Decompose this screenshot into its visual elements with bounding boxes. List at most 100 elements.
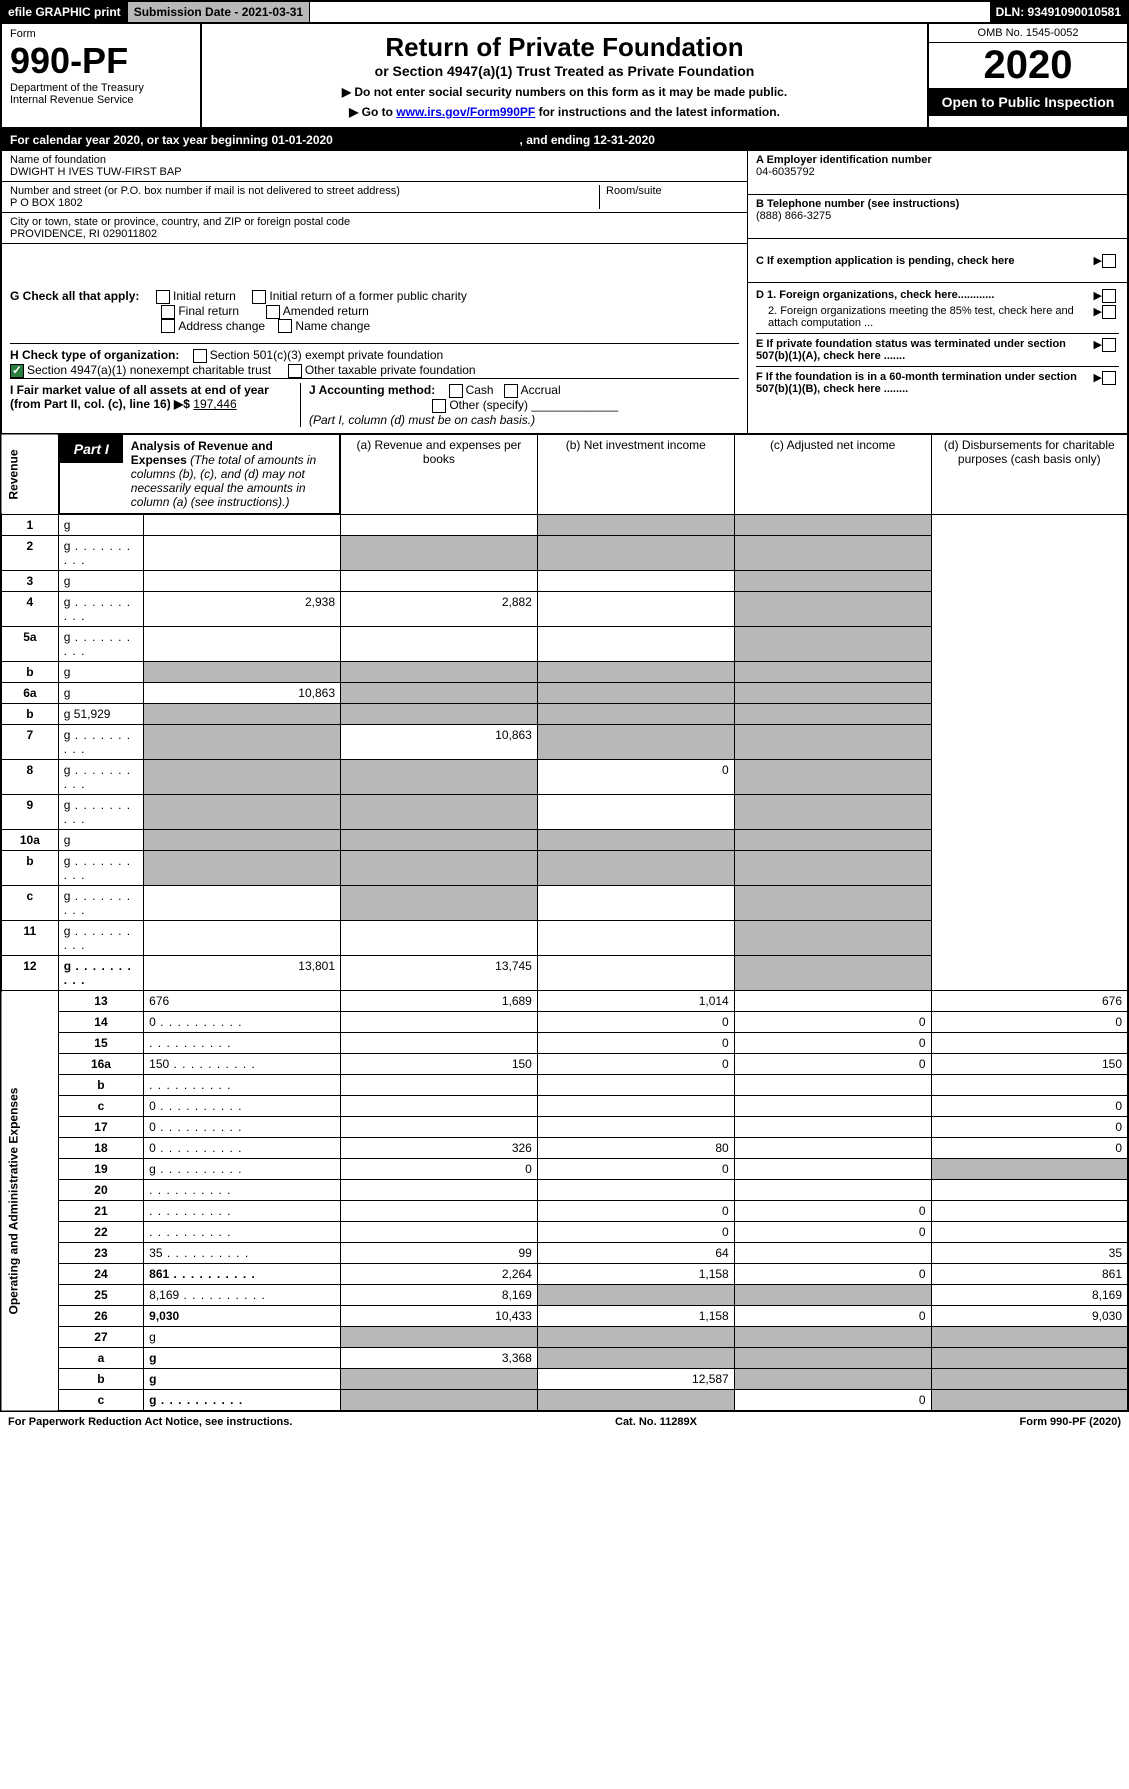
initial-former-checkbox[interactable] — [252, 290, 266, 304]
name-label: Name of foundation — [10, 154, 739, 166]
row-desc: 676 — [144, 991, 341, 1012]
row-desc: g — [58, 725, 143, 760]
j-note: (Part I, column (d) must be on cash basi… — [309, 413, 535, 427]
cell-b — [537, 1348, 734, 1369]
cell-c — [734, 1138, 931, 1159]
cell-a — [341, 1012, 538, 1033]
cell-b: 0 — [537, 1222, 734, 1243]
table-row: 2335996435 — [1, 1243, 1128, 1264]
f-checkbox[interactable] — [1102, 371, 1116, 385]
form-footer: Form 990-PF (2020) — [1020, 1416, 1121, 1428]
col-d-head: (d) Disbursements for charitable purpose… — [931, 434, 1128, 515]
row-number: 25 — [58, 1285, 143, 1306]
row-desc: g — [58, 592, 143, 627]
cell-a — [144, 921, 341, 956]
inspection-badge: Open to Public Inspection — [929, 88, 1127, 116]
row-number: 16a — [58, 1054, 143, 1075]
table-row: 6ag10,863 — [1, 683, 1128, 704]
cell-b — [341, 627, 538, 662]
row-number: 4 — [1, 592, 58, 627]
cell-b — [341, 571, 538, 592]
cell-a — [341, 1033, 538, 1054]
table-row: 3g — [1, 571, 1128, 592]
efile-button[interactable]: efile GRAPHIC print — [2, 2, 128, 22]
footer: For Paperwork Reduction Act Notice, see … — [0, 1412, 1129, 1432]
cell-c — [734, 1348, 931, 1369]
d2-checkbox[interactable] — [1102, 305, 1116, 319]
row-number: c — [1, 886, 58, 921]
501c3-checkbox[interactable] — [193, 349, 207, 363]
cell-a: 3,368 — [341, 1348, 538, 1369]
f-label: F If the foundation is in a 60-month ter… — [756, 371, 1094, 395]
table-row: 7g10,863 — [1, 725, 1128, 760]
cell-d — [734, 886, 931, 921]
cell-b — [537, 1285, 734, 1306]
table-row: 16a15015000150 — [1, 1054, 1128, 1075]
cell-d — [931, 1222, 1128, 1243]
d1-checkbox[interactable] — [1102, 289, 1116, 303]
cell-c — [537, 886, 734, 921]
cell-d: 676 — [931, 991, 1128, 1012]
cell-c — [537, 627, 734, 662]
cell-b — [537, 1075, 734, 1096]
amended-checkbox[interactable] — [266, 305, 280, 319]
table-row: 140000 — [1, 1012, 1128, 1033]
address-change-checkbox[interactable] — [161, 319, 175, 333]
cell-b: 0 — [537, 1159, 734, 1180]
other-taxable-checkbox[interactable] — [288, 364, 302, 378]
cell-c: 0 — [734, 1306, 931, 1327]
row-number: c — [58, 1096, 143, 1117]
omb-number: OMB No. 1545-0052 — [929, 24, 1127, 43]
cell-d: 0 — [931, 1096, 1128, 1117]
cell-b: 0 — [537, 1201, 734, 1222]
irs-link[interactable]: www.irs.gov/Form990PF — [396, 105, 535, 119]
cell-b — [341, 662, 538, 683]
info-section: Name of foundation DWIGHT H IVES TUW-FIR… — [0, 151, 1129, 283]
table-row: 5ag — [1, 627, 1128, 662]
other-method-checkbox[interactable] — [432, 399, 446, 413]
table-row: 248612,2641,1580861 — [1, 1264, 1128, 1285]
row-desc — [144, 1180, 341, 1201]
name-change-checkbox[interactable] — [278, 319, 292, 333]
row-desc: 150 — [144, 1054, 341, 1075]
d1-label: D 1. Foreign organizations, check here..… — [756, 289, 1094, 303]
cash-checkbox[interactable] — [449, 384, 463, 398]
form-label: Form — [10, 28, 192, 40]
row-number: 2 — [1, 536, 58, 571]
accrual-checkbox[interactable] — [504, 384, 518, 398]
cell-d — [734, 830, 931, 851]
cell-c — [734, 991, 931, 1012]
row-desc: g — [58, 830, 143, 851]
cell-b: 1,014 — [537, 991, 734, 1012]
row-number: b — [58, 1075, 143, 1096]
cell-a — [144, 704, 341, 725]
submission-date: Submission Date - 2021-03-31 — [128, 2, 310, 22]
row-number: 26 — [58, 1306, 143, 1327]
row-number: 23 — [58, 1243, 143, 1264]
d2-label: 2. Foreign organizations meeting the 85%… — [756, 305, 1094, 329]
4947-checkbox[interactable] — [10, 364, 24, 378]
cell-a: 2,264 — [341, 1264, 538, 1285]
cell-c — [734, 1243, 931, 1264]
exemption-checkbox[interactable] — [1102, 254, 1116, 268]
table-row: cg0 — [1, 1390, 1128, 1412]
city-value: PROVIDENCE, RI 029011802 — [10, 228, 739, 240]
table-row: bg12,587 — [1, 1369, 1128, 1390]
row-desc: g — [144, 1369, 341, 1390]
row-number: 21 — [58, 1201, 143, 1222]
cell-c: 0 — [734, 1390, 931, 1412]
e-label: E If private foundation status was termi… — [756, 338, 1094, 362]
cell-a — [144, 795, 341, 830]
cell-c: 0 — [734, 1012, 931, 1033]
cell-d: 0 — [931, 1117, 1128, 1138]
initial-return-checkbox[interactable] — [156, 290, 170, 304]
final-return-checkbox[interactable] — [161, 305, 175, 319]
form-number: 990-PF — [10, 40, 192, 82]
cell-d — [734, 795, 931, 830]
cell-d — [931, 1327, 1128, 1348]
col-a-head: (a) Revenue and expenses per books — [341, 434, 538, 515]
row-desc: 0 — [144, 1096, 341, 1117]
table-row: 2100 — [1, 1201, 1128, 1222]
e-checkbox[interactable] — [1102, 338, 1116, 352]
row-number: 8 — [1, 760, 58, 795]
